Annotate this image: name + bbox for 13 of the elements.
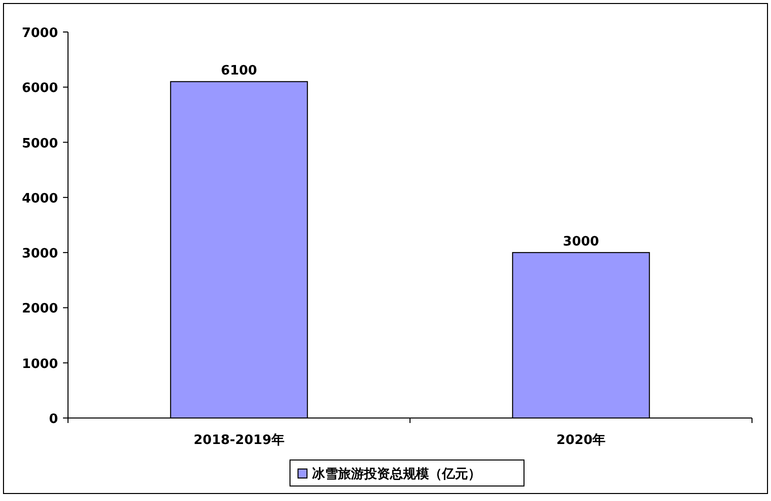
y-tick-label: 5000 <box>22 136 58 152</box>
x-tick-label: 2020年 <box>556 433 606 448</box>
y-tick-label: 2000 <box>22 302 58 317</box>
y-tick-label: 6000 <box>22 81 58 96</box>
data-label: 6100 <box>220 64 258 79</box>
x-tick-label: 2018-2019年 <box>194 433 284 448</box>
y-tick-label: 3000 <box>22 246 58 262</box>
y-tick-label: 0 <box>48 412 58 427</box>
y-tick-label: 4000 <box>22 191 58 206</box>
y-tick-label: 7000 <box>22 26 58 41</box>
y-tick-label: 1000 <box>22 356 58 372</box>
data-label: 3000 <box>562 234 600 250</box>
legend-label: 冰雪旅游投资总规模（亿元） <box>312 466 481 482</box>
